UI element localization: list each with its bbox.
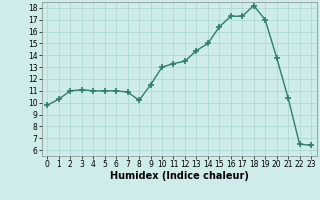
X-axis label: Humidex (Indice chaleur): Humidex (Indice chaleur) xyxy=(110,171,249,181)
